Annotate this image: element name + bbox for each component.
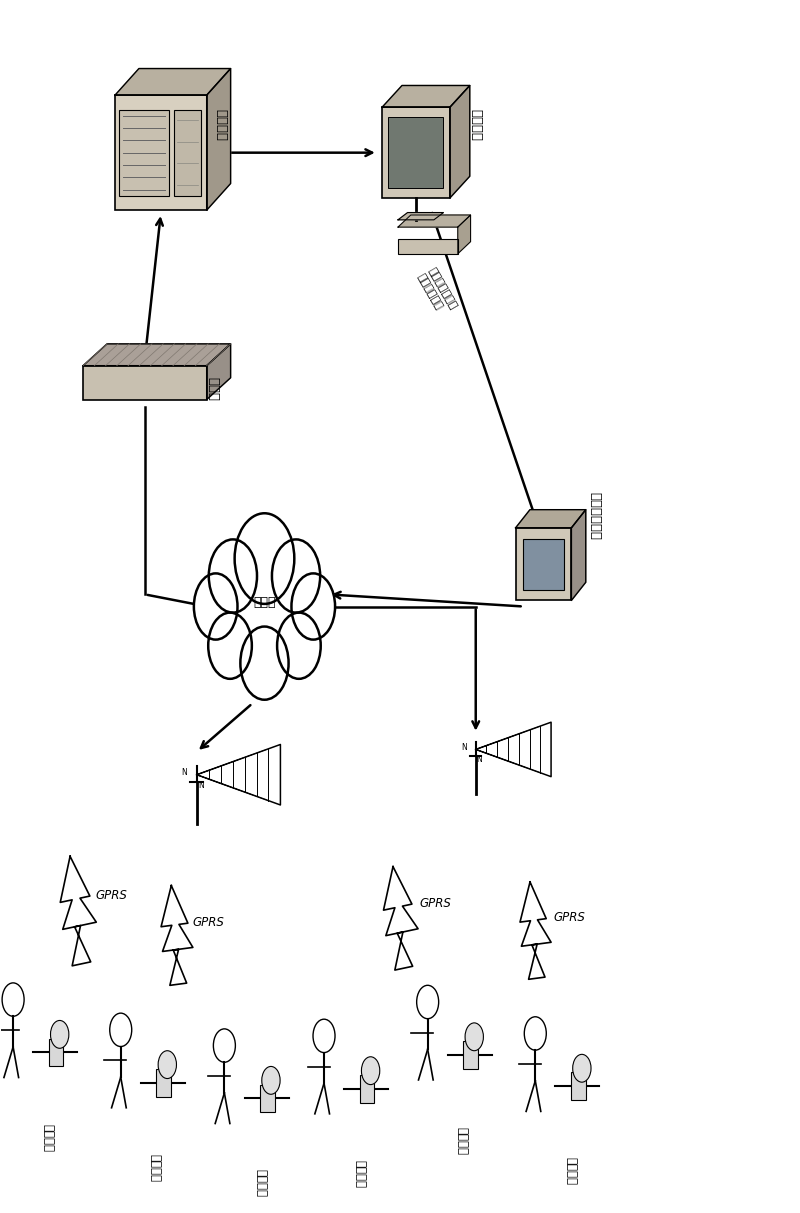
- Text: N: N: [198, 781, 203, 790]
- Polygon shape: [161, 885, 193, 985]
- Polygon shape: [60, 856, 96, 966]
- Text: GPRS: GPRS: [553, 911, 585, 924]
- Circle shape: [110, 1013, 132, 1047]
- Bar: [118, 109, 169, 195]
- Bar: [115, 95, 206, 210]
- Text: GPRS: GPRS: [193, 916, 225, 929]
- Circle shape: [272, 540, 320, 613]
- Circle shape: [291, 574, 335, 639]
- Polygon shape: [450, 85, 470, 198]
- Circle shape: [362, 1057, 380, 1084]
- Text: 现场设备: 现场设备: [149, 1154, 162, 1181]
- Circle shape: [417, 985, 438, 1019]
- Circle shape: [214, 1029, 235, 1063]
- Bar: [571, 1072, 586, 1100]
- Circle shape: [158, 1050, 177, 1078]
- Polygon shape: [398, 215, 470, 227]
- Text: 现场设备: 现场设备: [456, 1127, 469, 1155]
- Bar: [83, 365, 206, 399]
- Text: 维护人员终端: 维护人员终端: [589, 492, 602, 540]
- Polygon shape: [206, 343, 230, 399]
- Bar: [174, 109, 201, 195]
- Polygon shape: [206, 69, 230, 210]
- Text: 现场设备: 现场设备: [565, 1157, 578, 1185]
- Polygon shape: [383, 866, 418, 970]
- Text: N: N: [477, 754, 482, 764]
- Bar: [382, 107, 450, 198]
- Circle shape: [262, 1066, 280, 1094]
- Bar: [515, 528, 571, 600]
- Bar: [522, 539, 564, 590]
- Polygon shape: [458, 215, 470, 254]
- Polygon shape: [476, 722, 551, 776]
- Polygon shape: [520, 882, 551, 979]
- Circle shape: [209, 540, 257, 613]
- Circle shape: [234, 513, 294, 604]
- Polygon shape: [83, 343, 230, 365]
- Polygon shape: [571, 509, 586, 600]
- Bar: [359, 1075, 374, 1103]
- Circle shape: [524, 1016, 546, 1050]
- Bar: [260, 1084, 274, 1112]
- Circle shape: [202, 511, 328, 702]
- Bar: [49, 1038, 63, 1066]
- Circle shape: [2, 983, 24, 1016]
- Bar: [463, 1041, 478, 1069]
- Text: N: N: [462, 742, 467, 752]
- Text: 现场设备: 现场设备: [354, 1160, 366, 1188]
- Circle shape: [313, 1019, 335, 1053]
- Text: 防火墙: 防火墙: [206, 377, 219, 400]
- Polygon shape: [515, 509, 586, 528]
- Polygon shape: [115, 69, 230, 95]
- Polygon shape: [382, 85, 470, 107]
- Text: 监测设备: 监测设备: [214, 109, 227, 141]
- Text: 因特网: 因特网: [254, 596, 276, 609]
- Circle shape: [50, 1020, 69, 1048]
- Circle shape: [194, 574, 238, 639]
- Circle shape: [240, 627, 289, 700]
- Bar: [156, 1069, 171, 1097]
- Text: 现场设备: 现场设备: [254, 1169, 267, 1197]
- Circle shape: [465, 1023, 483, 1050]
- Polygon shape: [197, 745, 281, 805]
- Text: GPRS: GPRS: [419, 896, 451, 910]
- Text: 显示设备: 显示设备: [470, 109, 482, 141]
- Bar: [398, 239, 458, 254]
- Text: GPRS: GPRS: [95, 889, 127, 902]
- Text: N: N: [181, 768, 187, 776]
- Circle shape: [208, 613, 252, 679]
- Bar: [389, 116, 443, 188]
- Text: 通过电子邮件向
维护人员报警: 通过电子邮件向 维护人员报警: [416, 266, 458, 318]
- Circle shape: [277, 613, 321, 679]
- Circle shape: [573, 1054, 591, 1082]
- Text: 现场设备: 现场设备: [41, 1124, 54, 1152]
- Polygon shape: [398, 212, 443, 220]
